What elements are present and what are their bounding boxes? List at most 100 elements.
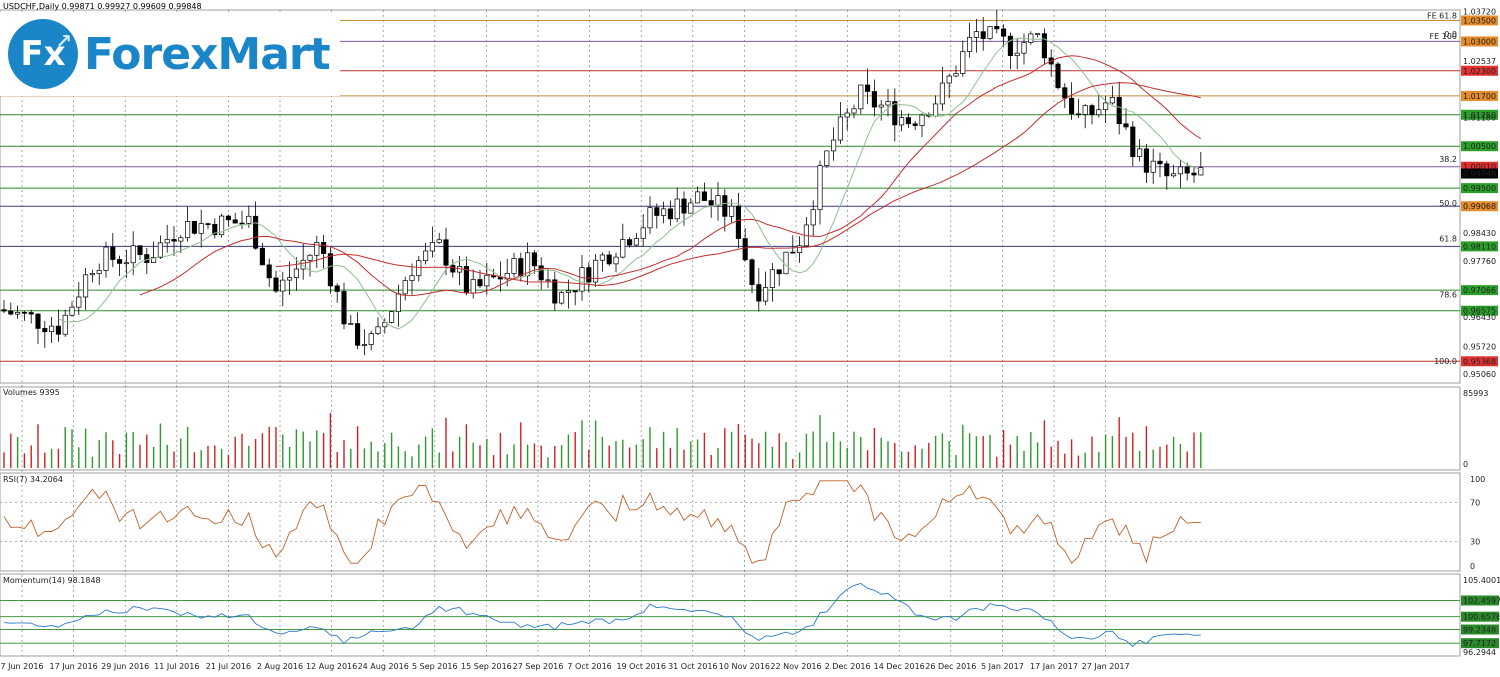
candle-body <box>219 215 225 236</box>
level-price-box <box>1461 305 1498 316</box>
x-tick-label: 17 Jun 2016 <box>50 662 98 671</box>
candle-body <box>844 112 850 118</box>
candle-body <box>552 279 558 304</box>
candle-body <box>341 291 347 325</box>
candle-body <box>606 254 612 265</box>
x-tick-label: 22 Nov 2016 <box>770 662 821 671</box>
candle-body <box>1109 97 1115 104</box>
candle-body <box>810 209 816 226</box>
candle-body <box>35 313 41 329</box>
candle-body <box>96 270 102 274</box>
x-tick-label: 14 Dec 2016 <box>874 662 925 671</box>
candle-body <box>117 259 123 264</box>
current-price-label: 0.99848 <box>1463 170 1496 179</box>
price-tick-label: 1.01180 <box>1463 114 1496 123</box>
candle-body <box>273 277 279 292</box>
candle-body <box>1007 35 1013 57</box>
momentum-tick-label: 102.4597 <box>1463 596 1500 605</box>
candle-body <box>402 280 408 295</box>
candle-body <box>375 326 381 334</box>
ohlc-values: 0.99871 0.99927 0.99609 0.99848 <box>61 2 202 11</box>
candle-body <box>239 222 245 225</box>
candle-body <box>688 202 694 214</box>
logo-text: ForexMart <box>84 28 331 80</box>
x-tick-label: 2 Dec 2016 <box>825 662 871 671</box>
candle-body <box>253 215 259 249</box>
candle-body <box>769 269 775 288</box>
candle-body <box>735 205 741 239</box>
momentum-tick-label: 105.4001 <box>1463 576 1500 585</box>
momentum-title: Momentum(14) 98.1848 <box>3 576 101 585</box>
candle-body <box>76 296 82 308</box>
candle-body <box>280 279 286 292</box>
candle-body <box>858 84 864 110</box>
candle-body <box>470 279 476 294</box>
level-price-box <box>1461 285 1498 296</box>
candle-body <box>327 253 333 287</box>
candle-body <box>511 258 517 274</box>
candle-body <box>191 221 197 234</box>
candle-body <box>837 116 843 141</box>
candle-body <box>749 259 755 285</box>
candle-body <box>137 245 143 255</box>
momentum-pane <box>0 573 1461 657</box>
price-tick-label: 0.98430 <box>1463 229 1496 238</box>
x-tick-label: 2 Aug 2016 <box>257 662 303 671</box>
momentum-line <box>3 583 1201 647</box>
candle-body <box>579 267 585 292</box>
candle-body <box>654 207 660 216</box>
current-price-box <box>1461 168 1498 179</box>
level-price-label: 1.02300 <box>1463 67 1496 76</box>
chart-header: USDCHF,Daily 0.99871 0.99927 0.99609 0.9… <box>3 2 202 11</box>
x-tick-label: 27 Sep 2016 <box>513 662 564 671</box>
x-tick-label: 5 Jan 2017 <box>981 662 1024 671</box>
price-tick-label: 0.96430 <box>1463 313 1496 322</box>
x-tick-label: 7 Oct 2016 <box>567 662 611 671</box>
candle-body <box>42 328 48 333</box>
candle-body <box>1021 42 1027 54</box>
candle-body <box>21 311 27 314</box>
candle-body <box>545 279 551 282</box>
level-price-label: 0.95368 <box>1463 357 1496 366</box>
x-tick-label: 5 Sep 2016 <box>412 662 458 671</box>
moving-average-line <box>58 37 1202 330</box>
candle-body <box>15 311 21 315</box>
x-tick-label: 12 Aug 2016 <box>306 662 357 671</box>
candle-body <box>871 91 877 108</box>
price-tick-label: 1.03720 <box>1463 7 1496 16</box>
candle-body <box>321 241 327 254</box>
candle-body <box>647 207 653 229</box>
level-price-label: 0.96575 <box>1463 307 1496 316</box>
candle-body <box>1184 166 1190 174</box>
volume-tick-label: 0 <box>1463 460 1468 469</box>
x-tick-label: 19 Oct 2016 <box>616 662 665 671</box>
candle-body <box>878 104 884 108</box>
candle-body <box>368 333 374 345</box>
momentum-tick-label: 96.2944 <box>1463 648 1496 657</box>
candle-body <box>885 101 891 106</box>
candle-body <box>416 260 422 277</box>
level-price-label: 1.03000 <box>1463 37 1496 46</box>
candle-body <box>667 208 673 220</box>
logo-mark-icon: Fx ↗ <box>8 19 78 89</box>
fib-label: 100.0 <box>1434 357 1457 366</box>
level-price-box <box>1461 356 1498 367</box>
candle-body <box>389 311 395 323</box>
momentum-tick-label: 97.7172 <box>1463 639 1496 648</box>
fib-label: 78.6 <box>1439 291 1457 300</box>
moving-average-line <box>139 55 1202 297</box>
candle-body <box>919 114 925 126</box>
candle-body <box>1069 97 1075 115</box>
candle-body <box>661 208 667 216</box>
candle-body <box>1096 109 1102 116</box>
candle-body <box>572 290 578 293</box>
level-price-box <box>1461 141 1498 152</box>
logo-mark-text: Fx <box>20 34 66 74</box>
price-tick-label: 1.02537 <box>1463 57 1496 66</box>
candle-body <box>715 195 721 206</box>
candle-body <box>633 238 639 246</box>
candle-body <box>729 205 735 217</box>
candle-body <box>259 247 265 266</box>
candle-body <box>912 123 918 126</box>
fib-label: 38.2 <box>1439 155 1457 164</box>
